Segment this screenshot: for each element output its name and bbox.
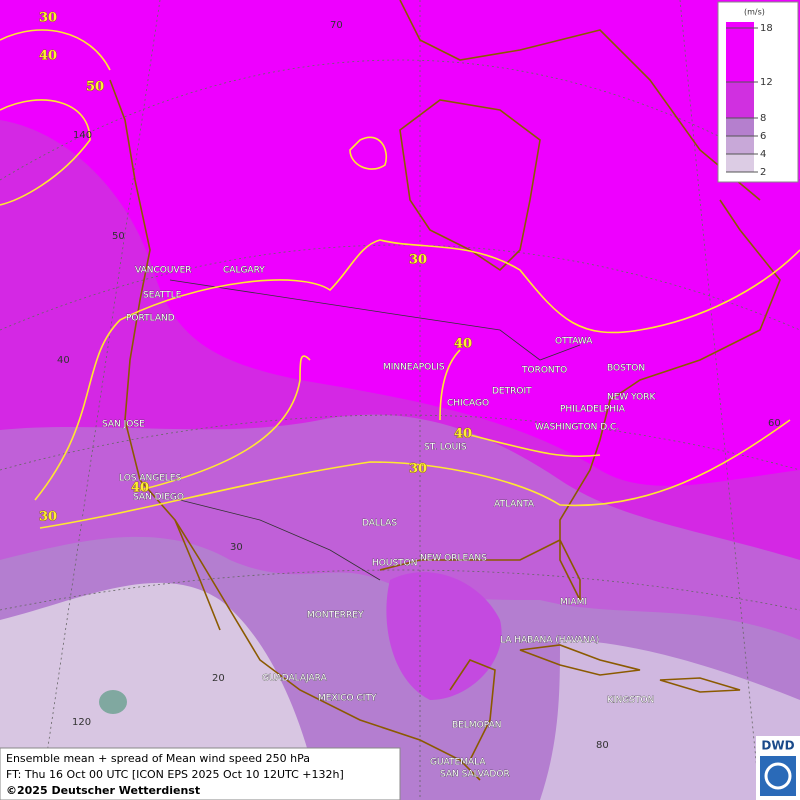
city-label: SEATTLE [143,291,182,301]
graticule-label: 80 [596,740,609,751]
graticule-label: 20 [212,673,225,684]
city-label: GUADALAJARA [262,674,328,684]
graticule-label: 60 [768,418,781,429]
legend-unit: (m/s) [744,8,765,17]
coastline [109,0,781,781]
city-label: BOSTON [607,364,645,374]
legend-swatch [726,22,754,82]
city-label: DALLAS [362,519,397,529]
legend-label: 2 [760,167,766,178]
contour-label: 40 [131,481,149,496]
legend-swatch [726,82,754,118]
city-label: LOS ANGELES [119,474,182,484]
city-label: NEW ORLEANS [420,554,487,564]
city-label: TORONTO [521,366,567,376]
logo-icon [764,762,792,790]
graticule-label: 40 [57,355,70,366]
contour-label: 30 [39,510,57,525]
city-label: MIAMI [560,598,587,608]
city-label: PHILADELPHIA [560,405,626,415]
legend-label: 4 [760,149,766,160]
field-patch [99,690,127,714]
legend-swatch [726,136,754,154]
legend-label: 8 [760,113,766,124]
field-band [540,640,800,800]
city-label: LA HABANA (HAVANA) [500,636,599,646]
graticule-label: 30 [230,542,243,553]
field-band [386,572,502,700]
border [169,279,581,361]
field-band [0,582,320,800]
legend-label: 12 [760,77,773,88]
contour [0,29,800,529]
legend-label: 18 [760,23,773,34]
graticule-label: 140 [73,130,92,141]
contour-label: 40 [454,427,472,442]
graticule-label: 70 [330,20,343,31]
city-label: SAN JOSE [102,420,145,430]
city-label: DETROIT [492,387,532,397]
legend-label: 6 [760,131,766,142]
city-label: WASHINGTON D.C. [535,423,619,433]
city-label: NEW YORK [607,393,657,403]
contour-label: 50 [86,80,104,95]
city-label: SAN SALVADOR [440,770,510,780]
city-label: CALGARY [223,266,265,276]
city-label: VANCOUVER [135,266,192,276]
graticule-label: 50 [112,231,125,242]
city-label: ST. LOUIS [424,443,467,453]
footer-box [0,747,401,800]
city-label: KINGSTON [607,696,654,706]
city-label: ATLANTA [494,500,535,510]
contour-label: 40 [454,337,472,352]
border [179,499,381,581]
city-label: SAN DIEGO [133,493,184,503]
city-label: CHICAGO [447,399,489,409]
contour-label: 30 [39,11,57,26]
footer-text: ©2025 Deutscher Wetterdienst [6,784,200,797]
legend-swatch [726,154,754,172]
city-label: MEXICO CITY [318,694,377,704]
city-label: MINNEAPOLIS [383,363,445,373]
legend-swatch [726,118,754,136]
city-label: PORTLAND [126,314,175,324]
city-label: OTTAWA [555,337,593,347]
city-label: HOUSTON [372,559,417,569]
contour-label: 30 [409,253,427,268]
footer-text: Ensemble mean + spread of Mean wind spee… [6,752,310,765]
contour-label: 30 [409,462,427,477]
contour-label: 40 [39,49,57,64]
logo: DWD [761,739,794,753]
graticule-label: 120 [72,717,91,728]
city-label: MONTERREY [307,611,364,621]
footer-text: FT: Thu 16 Oct 00 UTC [ICON EPS 2025 Oct… [6,768,344,781]
city-label: BELMOPAN [452,721,501,731]
city-label: GUATEMALA [430,758,486,768]
